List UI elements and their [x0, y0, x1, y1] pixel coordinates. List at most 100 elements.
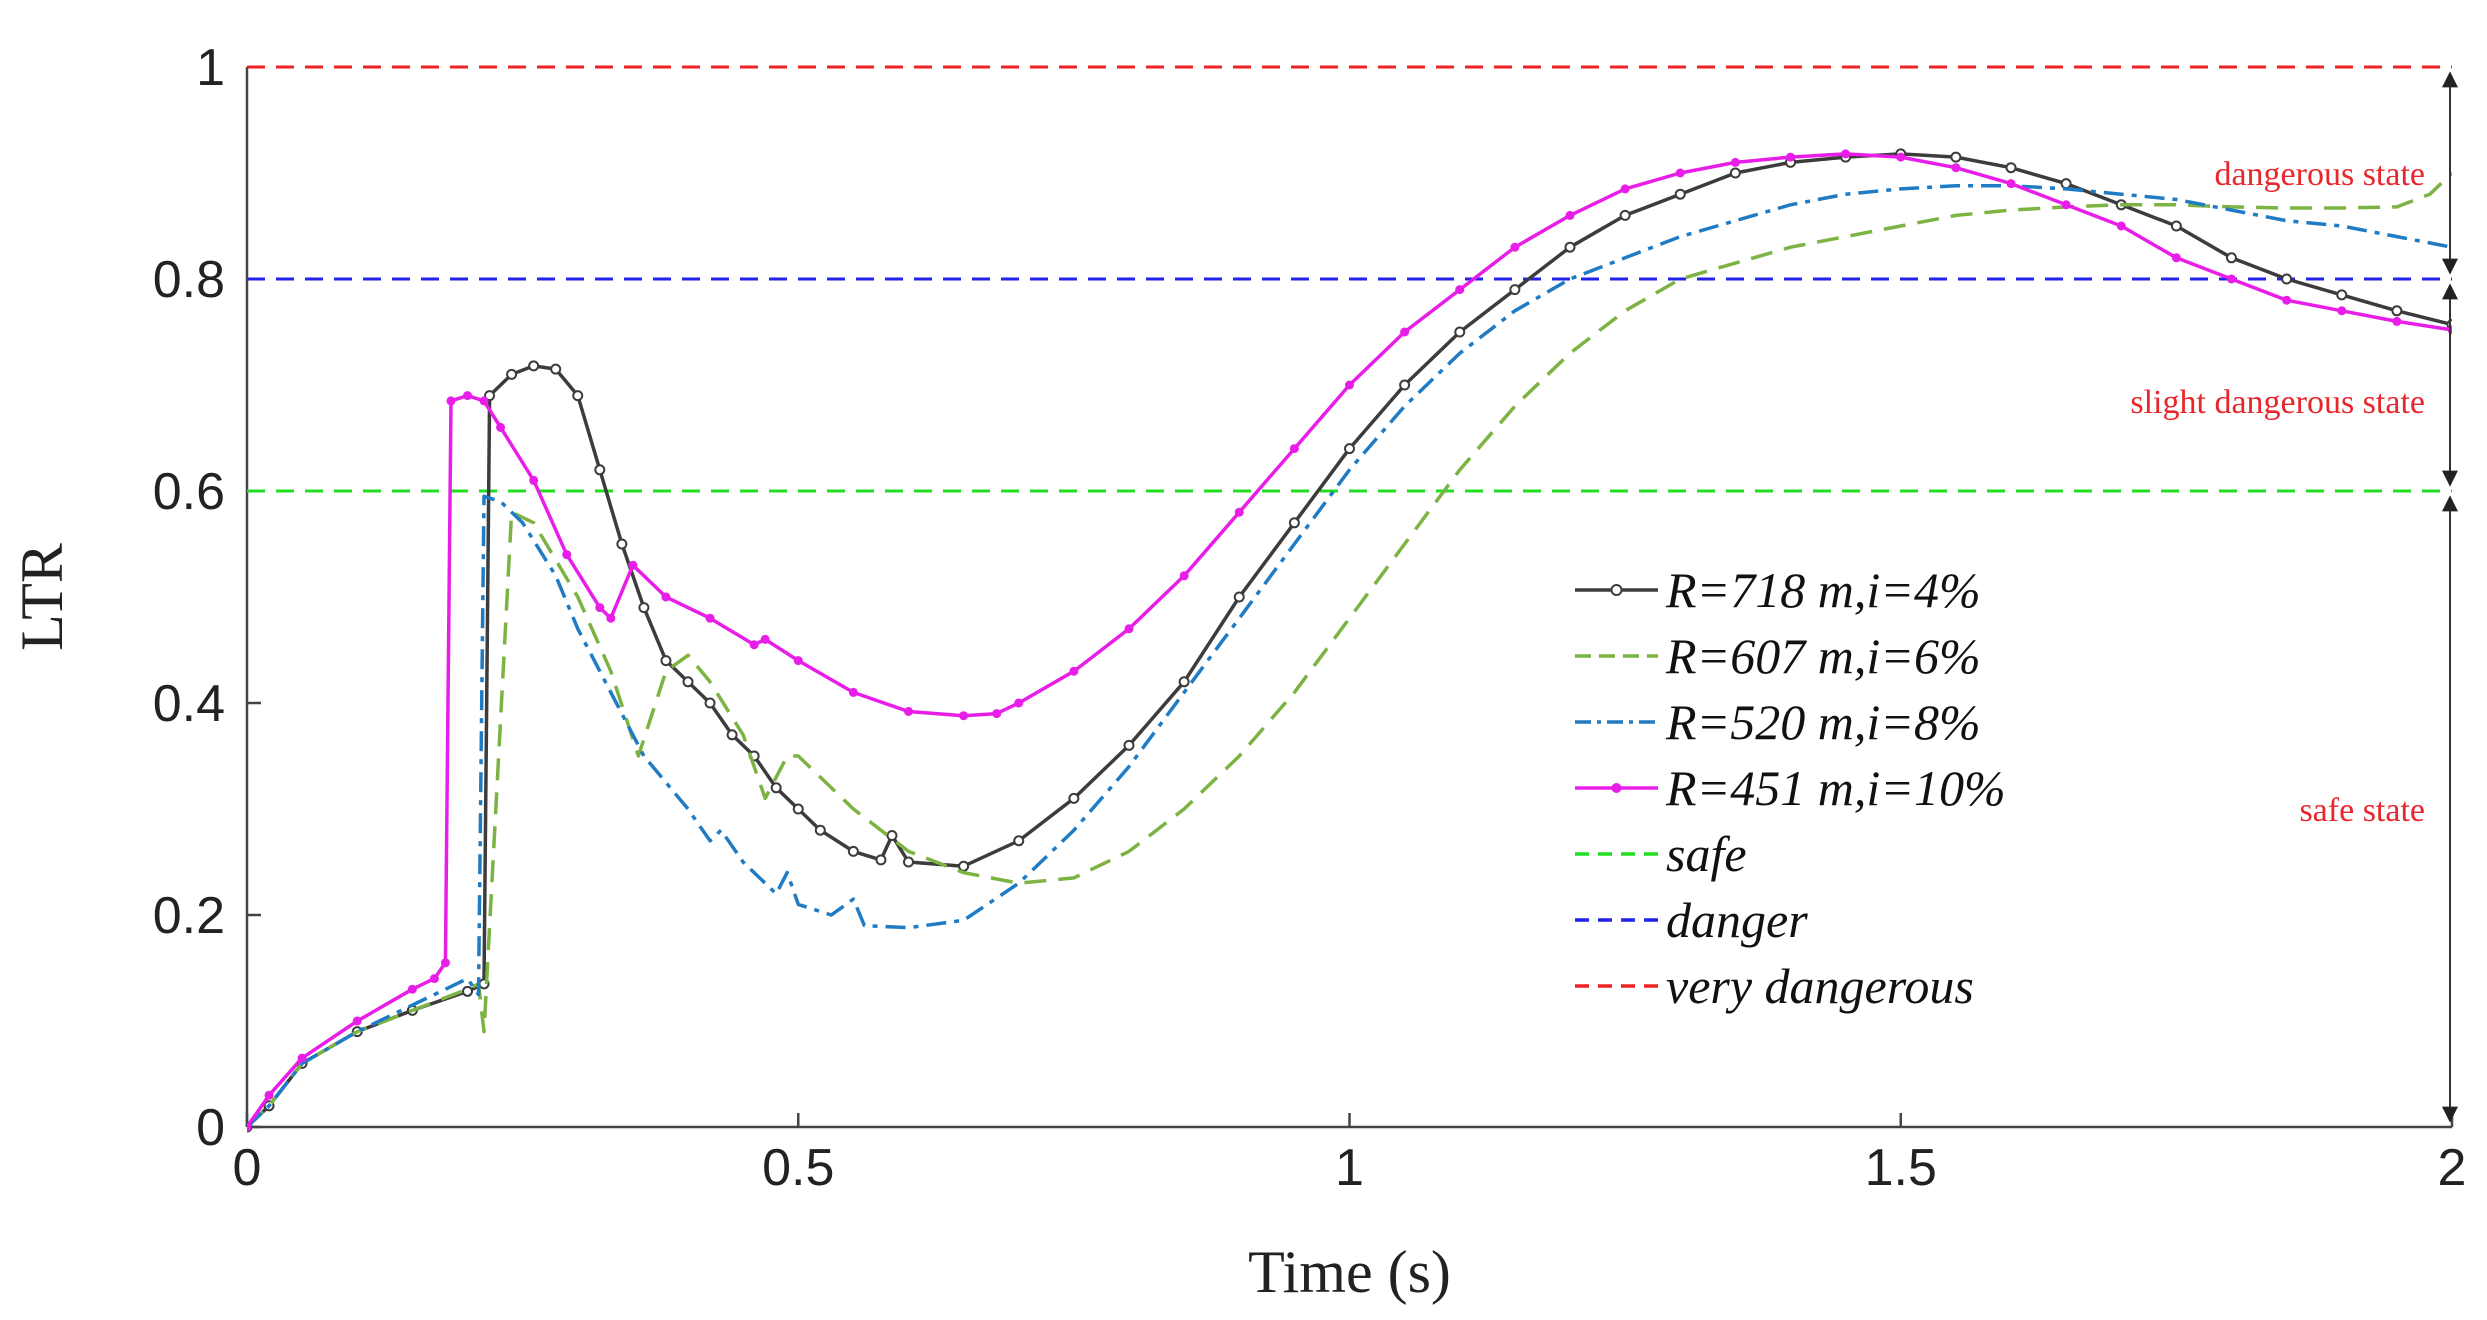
series-line-2 — [247, 171, 2452, 1129]
zone-label: slight dangerous state — [2130, 384, 2425, 421]
series-1-point — [1674, 188, 1686, 200]
series-4-point — [1620, 184, 1630, 194]
series-1-point — [1399, 379, 1411, 391]
series-4-point — [407, 984, 417, 994]
series-1-point — [1509, 284, 1521, 296]
series-4-point — [1455, 285, 1465, 295]
series-4-point — [1069, 666, 1079, 676]
legend-label-3: R=520 m,i=8% — [1665, 694, 1981, 750]
y-tick-label: 1 — [196, 39, 225, 97]
series-4-point — [904, 706, 913, 716]
series-1-point — [903, 856, 914, 868]
series-4-point — [661, 592, 671, 602]
x-tick-label: 1 — [1335, 1139, 1364, 1197]
state-zones: dangerous state slight dangerous state saf… — [2130, 71, 2458, 1123]
series-4-point — [1565, 210, 1575, 220]
series-1-point — [572, 390, 584, 402]
threshold-lines — [247, 65, 2452, 493]
legend-marker — [1611, 783, 1622, 793]
series-4-point — [496, 422, 506, 432]
series-4-point — [959, 711, 969, 721]
series-4-point — [2337, 306, 2347, 316]
series-4-point — [628, 560, 638, 570]
series-4-point — [1675, 168, 1685, 178]
series-4-point — [440, 958, 450, 968]
series-1-point — [847, 845, 859, 857]
series-line-4 — [247, 152, 2452, 1128]
x-tick-label: 0 — [233, 1139, 262, 1197]
series-1-point — [1950, 151, 1962, 163]
series-1-point — [2060, 178, 2072, 190]
series-4-point — [1179, 571, 1189, 581]
series-4-point — [463, 391, 472, 401]
series-4-point — [429, 974, 439, 984]
legend-label-2: R=607 m,i=6% — [1665, 628, 1981, 684]
series-4-point — [1289, 444, 1299, 454]
series-4-point — [2227, 274, 2236, 284]
series-1-point — [886, 830, 898, 841]
series-4-point — [1951, 163, 1961, 173]
series-4-point — [247, 1122, 252, 1132]
series-1-point — [1619, 209, 1631, 221]
legend: R=718 m,i=4% R=607 m,i=6% R=520 m,i=8% R=45… — [1575, 562, 2006, 1014]
series-1-point — [792, 803, 804, 815]
series-1-point — [638, 602, 650, 614]
y-tick-label: 0.2 — [153, 887, 225, 945]
series-4-point — [2061, 200, 2071, 210]
series-line-3 — [247, 183, 2452, 1129]
series-1-point — [814, 824, 826, 836]
series-1-point — [1288, 517, 1300, 529]
series-1-point — [1564, 241, 1576, 253]
series-1-point — [726, 729, 738, 741]
series-4-point — [2392, 316, 2402, 326]
y-tick-label: 0.8 — [153, 251, 225, 309]
series-1-point — [2391, 305, 2403, 317]
series-4-point — [848, 687, 858, 697]
series-4-point — [529, 475, 539, 485]
series-4-point — [1896, 152, 1906, 162]
y-tick-label: 0 — [196, 1099, 225, 1157]
x-tick-label: 2 — [2438, 1139, 2467, 1197]
series-4-point — [1730, 157, 1740, 167]
series-1-point — [1013, 835, 1025, 847]
legend-label-7: very dangerous — [1666, 958, 1974, 1014]
data-series — [247, 148, 2452, 1133]
series-4-point — [1841, 149, 1851, 159]
series-4-point — [793, 656, 803, 666]
series-4-point — [479, 396, 489, 406]
series-1-point — [1178, 676, 1190, 688]
series-1-point — [2336, 289, 2348, 301]
series-4-point — [595, 603, 605, 613]
series-line-1 — [247, 152, 2452, 1129]
y-tick-label: 0.6 — [153, 463, 225, 521]
series-1-point — [2226, 252, 2237, 264]
legend-label-4: R=451 m,i=10% — [1665, 760, 2006, 816]
series-1-point — [2005, 162, 2017, 174]
series-4-point — [2282, 295, 2292, 305]
y-tick-label: 0.4 — [153, 675, 225, 733]
zone-label: dangerous state — [2214, 156, 2425, 193]
series-4-point — [1234, 507, 1244, 517]
series-4-point — [749, 640, 759, 650]
series-1-point — [594, 464, 606, 476]
series-1-point — [2281, 273, 2293, 285]
series-1-point — [550, 363, 562, 375]
series-4-point — [606, 613, 616, 623]
series-4-point — [297, 1053, 307, 1063]
series-4-point — [1124, 624, 1134, 634]
series-1-point — [958, 860, 970, 872]
series-4-point — [705, 613, 715, 623]
y-axis-label: LTR — [9, 543, 75, 651]
x-tick-label: 0.5 — [762, 1139, 834, 1197]
zone-label: safe state — [2299, 792, 2425, 829]
series-4-point — [2006, 179, 2016, 189]
series-1-point — [704, 697, 716, 709]
series-1-point — [506, 368, 518, 380]
series-1-point — [1123, 739, 1135, 751]
series-4-point — [1786, 152, 1795, 162]
series-4-point — [562, 550, 572, 560]
series-4-point — [1014, 698, 1024, 708]
series-4-point — [1510, 242, 1520, 252]
series-1-point — [1344, 443, 1355, 455]
legend-label-1: R=718 m,i=4% — [1665, 562, 1981, 618]
